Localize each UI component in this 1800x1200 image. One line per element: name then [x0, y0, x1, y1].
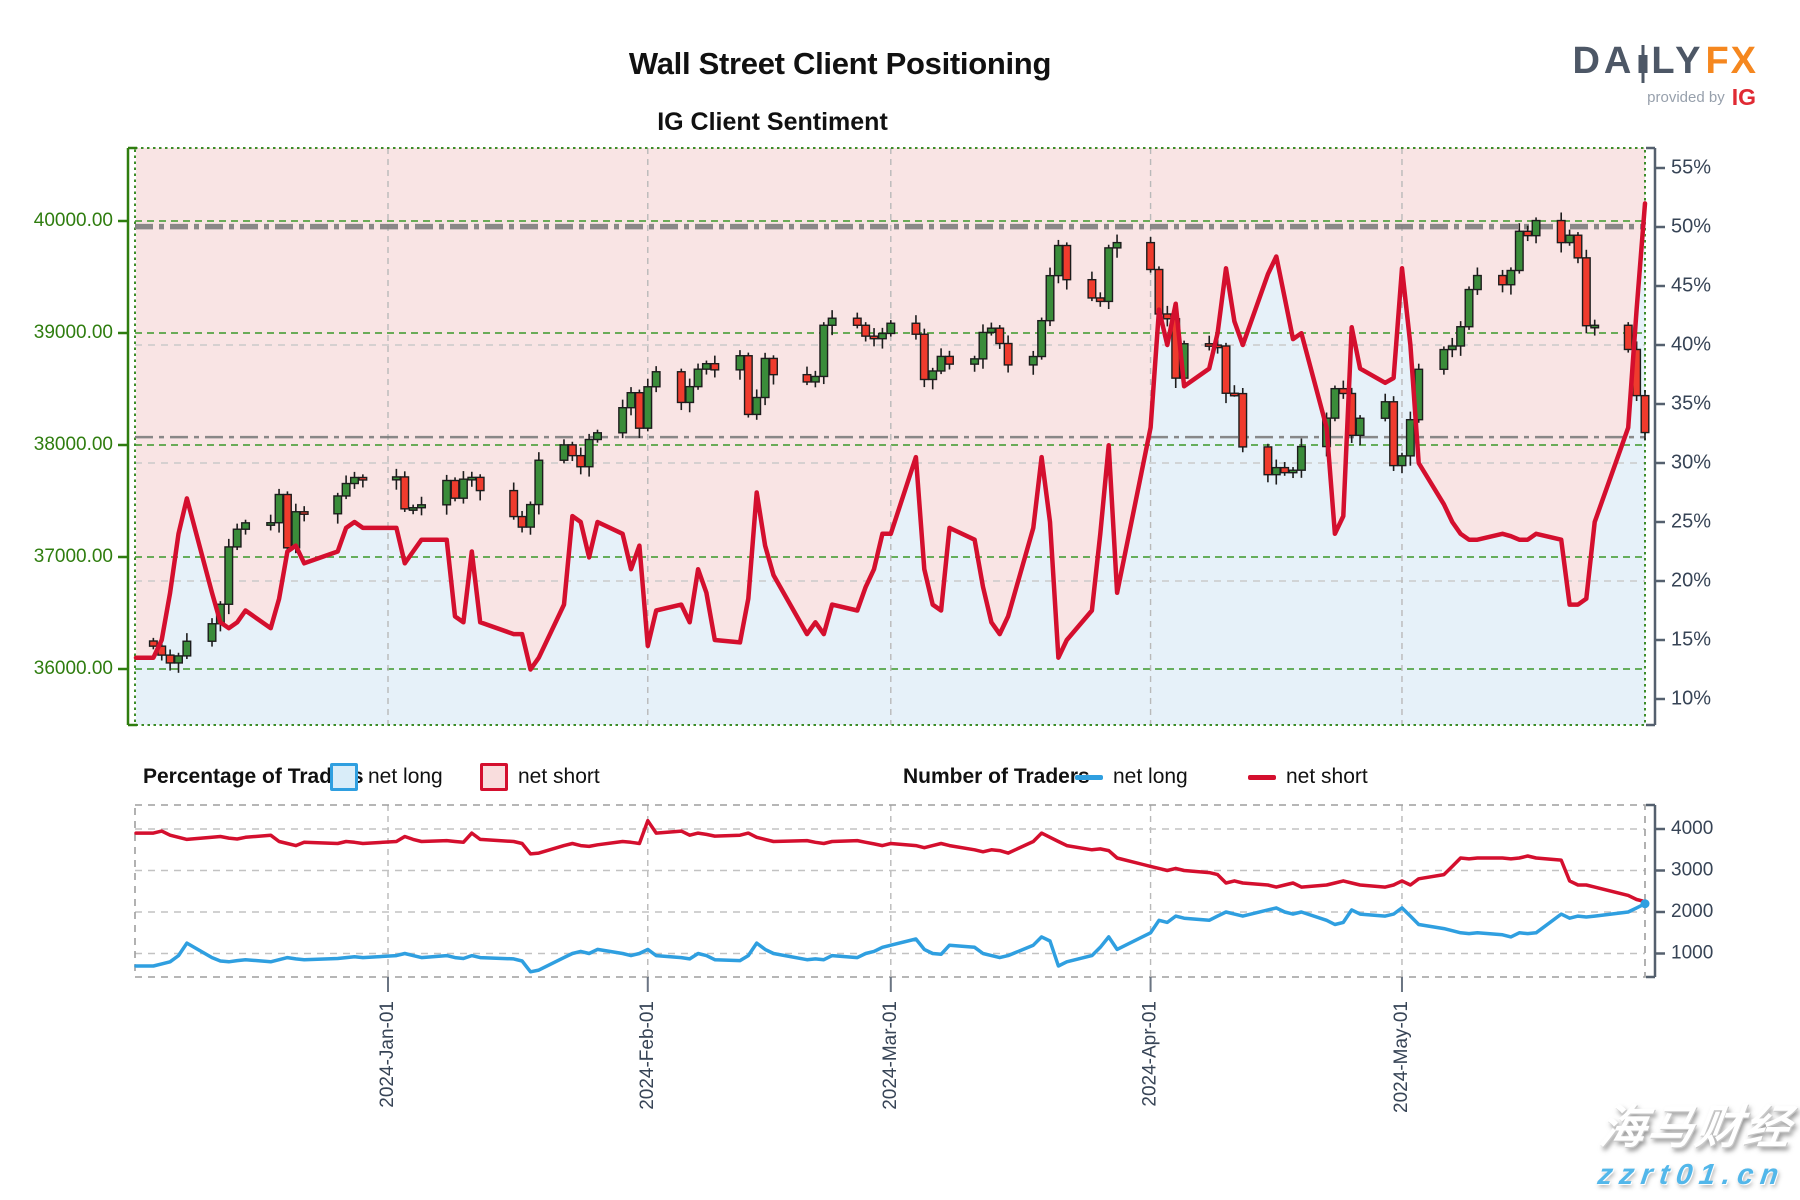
legend-num-net-long: net long — [1075, 756, 1188, 798]
candles-layer — [148, 212, 1650, 673]
count-axis-label: 1000 — [1671, 943, 1713, 964]
price-axis-label: 37000.00 — [34, 546, 113, 567]
percent-axis-label: 10% — [1671, 687, 1711, 709]
dailyfx-logo: DA LY FX provided by IG — [1488, 40, 1758, 110]
percent-axis-label: 25% — [1671, 510, 1711, 532]
page-title: Wall Street Client Positioning — [628, 46, 1052, 81]
x-axis-date-label: 2024-May-01 — [1391, 1001, 1412, 1113]
sentiment-line-layer — [133, 201, 1648, 672]
count-axis-label: 3000 — [1671, 860, 1713, 881]
legend-number-title: Number of Traders — [903, 765, 1090, 788]
legend-pct-net-long: net long — [330, 756, 443, 798]
dailyfx-logo-text: DA LY FX — [1488, 40, 1758, 83]
count-axis-label: 2000 — [1671, 901, 1713, 922]
logo-text-ly: LY — [1651, 40, 1705, 82]
price-axis-label: 40000.00 — [34, 210, 113, 231]
number-of-traders-panel — [134, 804, 1650, 978]
percent-axis-label: 30% — [1671, 451, 1711, 473]
ig-logo: IG — [1731, 84, 1756, 110]
price-axis-label: 36000.00 — [34, 658, 113, 679]
logo-candlestick-icon — [1636, 44, 1650, 83]
x-axis-date-label: 2024-Mar-01 — [880, 1001, 901, 1110]
percent-axis-label: 45% — [1671, 274, 1711, 296]
axes: 2024-Jan-01 2024-Feb-01 2024-Mar-01 2024-Ap… — [34, 146, 1713, 1113]
net-long-endpoint-marker — [1640, 899, 1650, 909]
watermark: 海马财经 zzrt01.cn — [1591, 1091, 1797, 1192]
net-long-line-swatch — [1075, 774, 1103, 780]
price-axis-label: 38000.00 — [34, 434, 113, 455]
chart-subtitle: IG Client Sentiment — [657, 108, 888, 136]
net-long-square-swatch — [330, 763, 358, 791]
legend-percentage-title: Percentage of Traders — [143, 765, 364, 788]
legend-num-net-short: net short — [1248, 756, 1368, 798]
x-axis-date-label: 2024-Apr-01 — [1140, 1001, 1161, 1107]
net-short-square-swatch — [480, 763, 508, 791]
percent-axis-label: 50% — [1671, 215, 1711, 237]
legend: Percentage of Traders net long net short… — [0, 756, 1800, 798]
percent-axis-label: 40% — [1671, 333, 1711, 355]
logo-text-da: DA — [1572, 40, 1636, 82]
provided-by-label: provided by — [1647, 89, 1725, 106]
logo-text-fx: FX — [1705, 40, 1758, 82]
x-axis-date-label: 2024-Feb-01 — [637, 1001, 658, 1110]
x-axis-date-label: 2024-Jan-01 — [377, 1001, 398, 1108]
watermark-chinese: 海马财经 — [1596, 1101, 1796, 1153]
percent-axis-label: 55% — [1671, 156, 1711, 178]
price-axis-label: 39000.00 — [34, 322, 113, 343]
percent-axis-label: 20% — [1671, 569, 1711, 591]
reference-lines — [135, 223, 1645, 439]
legend-pct-net-short: net short — [480, 756, 600, 798]
watermark-url: zzrt01.cn — [1595, 1159, 1788, 1191]
provided-by: provided by IG — [1647, 84, 1756, 111]
count-axis-label: 4000 — [1671, 818, 1713, 839]
percent-axis-label: 15% — [1671, 628, 1711, 650]
net-short-line-swatch — [1248, 774, 1276, 780]
percent-axis-label: 35% — [1671, 392, 1711, 414]
